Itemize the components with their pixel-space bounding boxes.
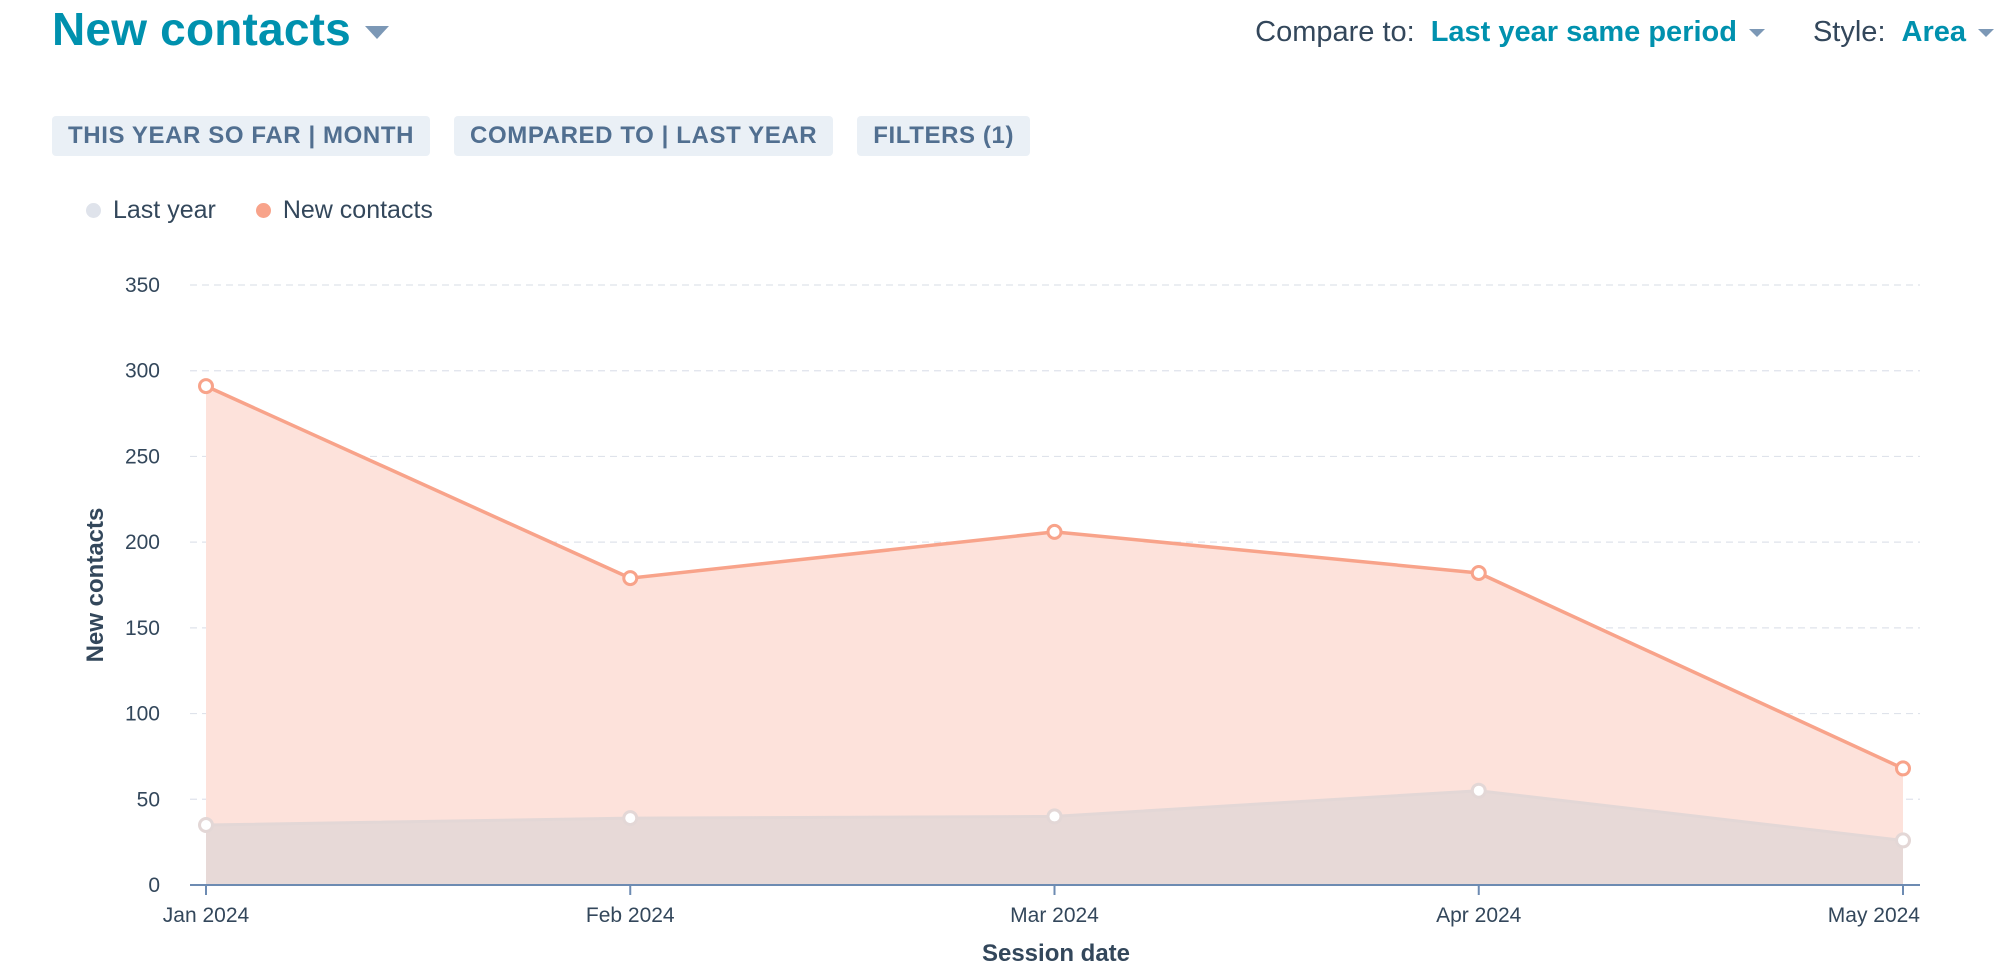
- legend-item-last-year[interactable]: Last year: [86, 196, 216, 225]
- new-contacts-point[interactable]: [1895, 760, 1911, 777]
- legend-marker-last-year: [86, 203, 101, 218]
- last-year-point[interactable]: [1470, 782, 1487, 799]
- y-tick-label: 0: [148, 874, 160, 897]
- x-tick-label: Jan 2024: [163, 904, 250, 927]
- y-tick-label: 50: [137, 788, 160, 811]
- report-title-dropdown[interactable]: New contacts: [52, 2, 389, 56]
- caret-down-icon[interactable]: [1978, 28, 1994, 37]
- last-year-area: [206, 790, 1903, 885]
- y-tick-label: 150: [125, 617, 160, 640]
- x-tick-label: May 2024: [1828, 904, 1921, 927]
- y-tick-label: 350: [125, 274, 160, 297]
- legend-label-last-year: Last year: [113, 196, 216, 224]
- area-fills: [206, 386, 1903, 885]
- last-year-point[interactable]: [1046, 808, 1063, 825]
- y-tick-label: 100: [125, 703, 160, 726]
- new-contacts-point[interactable]: [1046, 523, 1063, 540]
- y-tick-label: 200: [125, 531, 160, 554]
- style-label: Style:: [1812, 16, 1886, 48]
- filter-chips: THIS YEAR SO FAR | MONTH COMPARED TO | L…: [52, 116, 1031, 156]
- x-tick-label: Apr 2024: [1436, 904, 1522, 927]
- caret-down-icon: [364, 25, 389, 39]
- x-tick-label: Feb 2024: [586, 904, 675, 927]
- new-contacts-area: [206, 386, 1903, 885]
- new-contacts-point[interactable]: [1470, 565, 1487, 581]
- caret-down-icon[interactable]: [1748, 28, 1765, 37]
- report-title: New contacts: [52, 3, 351, 55]
- x-tick-label: Mar 2024: [1010, 904, 1099, 927]
- y-tick-label: 300: [125, 360, 160, 383]
- x-tick-labels: Jan 2024 Feb 2024 Mar 2024 Apr 2024 May 2024: [163, 904, 1921, 927]
- y-axis-title: New contacts: [82, 508, 109, 663]
- last-year-point[interactable]: [198, 817, 214, 833]
- chart-legend: Last year New contacts: [86, 196, 473, 225]
- y-tick-label: 250: [125, 445, 160, 468]
- legend-label-new-contacts: New contacts: [282, 196, 433, 224]
- compare-label: Compare to:: [1255, 16, 1415, 48]
- data-points: [198, 378, 1911, 849]
- y-tick-labels: 0 50 100 150 200 250 300 350: [125, 274, 160, 897]
- new-contacts-point[interactable]: [622, 570, 639, 587]
- last-year-point[interactable]: [1895, 832, 1911, 849]
- filters-chip[interactable]: FILTERS (1): [857, 116, 1031, 156]
- date-range-chip[interactable]: THIS YEAR SO FAR | MONTH: [52, 116, 431, 156]
- x-axis-title: Session date: [982, 940, 1130, 967]
- comparison-chip[interactable]: COMPARED TO | LAST YEAR: [454, 116, 834, 156]
- legend-marker-new-contacts: [255, 203, 271, 218]
- compare-dropdown[interactable]: Last year same period: [1430, 16, 1737, 48]
- style-dropdown[interactable]: Area: [1901, 16, 1967, 48]
- x-axis: [190, 884, 1920, 895]
- legend-item-new-contacts[interactable]: New contacts: [255, 196, 433, 225]
- new-contacts-point[interactable]: [198, 378, 214, 395]
- last-year-point[interactable]: [622, 810, 639, 827]
- chart-controls: Compare to: Last year same period Style:…: [1255, 16, 1994, 49]
